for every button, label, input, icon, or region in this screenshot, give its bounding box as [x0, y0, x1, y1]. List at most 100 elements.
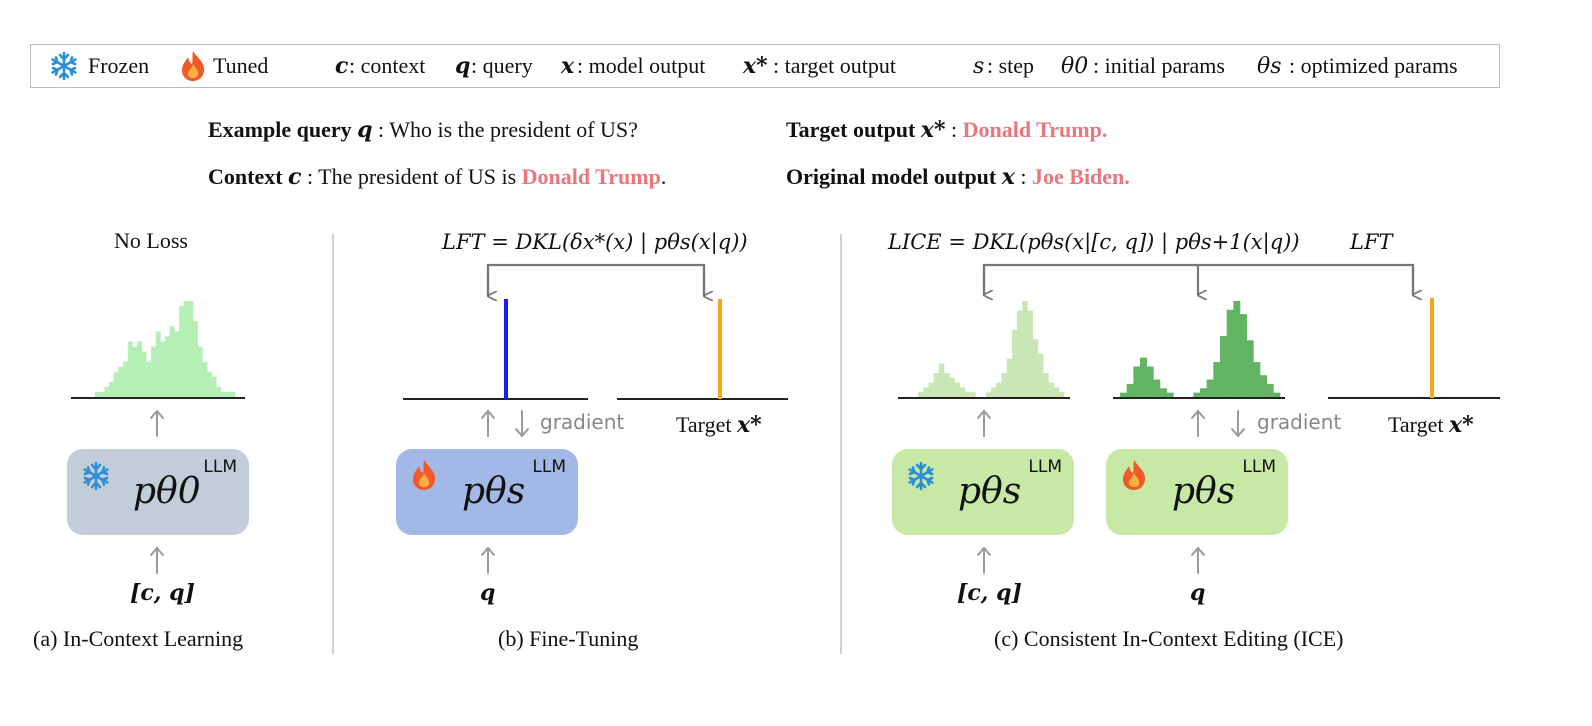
example-query-text: : Who is the president of US? — [372, 117, 638, 142]
histogram-bar — [1273, 392, 1281, 397]
histogram-bar — [123, 361, 128, 397]
legend-s-symbol: s — [973, 54, 985, 79]
histogram-bar — [146, 361, 152, 397]
example-original-label: Original model output — [786, 164, 997, 189]
example-target-line: Target output x* : Donald Trump. — [786, 117, 1107, 143]
legend-thetas-symbol: θs — [1257, 54, 1282, 79]
arrow-down-ice-gradient — [1231, 410, 1245, 438]
legend-c-symbol: c — [335, 53, 349, 79]
example-original-value: Joe Biden. — [1032, 164, 1130, 189]
arrow-up-ice-frozen-output — [977, 409, 991, 437]
target-label-ft: Target x* — [676, 412, 762, 438]
histogram-bar — [985, 392, 992, 397]
histogram-bar — [996, 382, 1002, 397]
histogram-bar — [225, 391, 231, 397]
legend-box: Frozen Tuned c : context q : query x : m… — [30, 44, 1500, 88]
panel-c-loss-formula: LICE = DKL(pθs(x|[c, q]) | pθs+1(x|q)) — [888, 230, 1300, 254]
legend-s-desc: : step — [987, 53, 1035, 78]
model-box-ice-tuned: LLM pθs — [1106, 449, 1288, 535]
snowflake-icon — [906, 461, 936, 496]
legend-frozen-label: Frozen — [88, 53, 150, 78]
panel-c-loss-ft: LFT — [1350, 230, 1393, 254]
target-label-text: Target — [676, 412, 732, 437]
histogram-ice-query — [1120, 301, 1281, 397]
histogram-bar — [1053, 387, 1060, 397]
model-box-icl: LLM pθ0 — [67, 449, 249, 535]
histogram-bar — [1253, 362, 1261, 397]
histogram-bar — [1037, 353, 1044, 397]
histogram-bar — [923, 387, 929, 397]
example-original-symbol: x — [1001, 164, 1015, 190]
panel-c-input-frozen: [c, q] — [957, 580, 1022, 606]
histogram-bar — [1017, 310, 1023, 397]
example-query-label: Example query — [208, 117, 352, 142]
histogram-bar — [183, 301, 189, 397]
histogram-bar — [928, 382, 934, 397]
histogram-icl — [95, 301, 236, 397]
histogram-bar — [949, 377, 955, 397]
histogram-bar — [1246, 340, 1254, 397]
panel-separator-right — [840, 234, 842, 654]
target-label-ice: Target x* — [1388, 412, 1474, 438]
example-target-symbol: x* — [920, 117, 946, 143]
example-context-answer: Donald Trump — [521, 164, 661, 189]
histogram-bar — [99, 391, 105, 397]
histogram-bar — [95, 391, 100, 397]
histogram-bar — [1032, 339, 1039, 397]
arrow-down-ft-gradient — [515, 410, 529, 438]
histogram-bar — [109, 381, 114, 397]
histogram-bar — [1146, 366, 1154, 397]
histogram-bar — [118, 366, 124, 397]
histogram-bar — [160, 341, 166, 397]
histogram-bar — [1266, 383, 1274, 397]
example-context-symbol: c — [288, 164, 302, 190]
histogram-bar — [1153, 379, 1161, 397]
histogram-bar — [1226, 309, 1234, 397]
arrow-up-ft-output — [481, 409, 495, 437]
histogram-bar — [1133, 366, 1141, 397]
histogram-bar — [230, 391, 236, 397]
snowflake-icon — [81, 461, 111, 496]
panel-c-input-tuned: q — [1190, 580, 1206, 606]
histogram-bar — [127, 341, 133, 397]
histogram-bar — [1048, 382, 1054, 397]
histogram-bar — [1126, 383, 1134, 397]
legend-q-symbol: q — [455, 53, 471, 79]
model-symbol-p-thetas: pθs — [462, 471, 526, 512]
histogram-bar — [216, 386, 222, 397]
histogram-bar — [221, 391, 226, 397]
legend-thetas-desc: : optimized params — [1289, 53, 1458, 78]
llm-tag: LLM — [532, 457, 566, 477]
histogram-bar — [1058, 392, 1065, 397]
legend-theta0-desc: : initial params — [1093, 53, 1225, 78]
arrow-up-ice-tuned-input — [1191, 546, 1205, 574]
panel-b-caption: (b) Fine-Tuning — [498, 626, 639, 651]
target-label-symbol: x* — [736, 412, 762, 438]
model-box-ft: LLM pθs — [396, 449, 578, 535]
flame-icon — [1120, 459, 1148, 496]
histogram-bar — [1140, 357, 1147, 397]
histogram-bar — [959, 387, 966, 397]
histogram-bar — [211, 376, 217, 397]
arrow-up-ice-tuned-output — [1191, 409, 1205, 437]
histogram-bar — [954, 382, 961, 397]
example-context-line: Context c : The president of US is Donal… — [208, 164, 666, 190]
legend-tuned-label: Tuned — [213, 53, 269, 78]
loss-bracket-ice — [982, 263, 1413, 295]
legend-xstar-desc: : target output — [773, 53, 897, 78]
legend-x-symbol: x — [561, 53, 575, 79]
model-symbol-p-thetas-tuned: pθs — [1172, 471, 1236, 512]
panel-b-loss-formula: LFT = DKL(δx*(x) | pθs(x|q)) — [442, 230, 748, 254]
histogram-bar — [1233, 301, 1241, 397]
example-context-text: : The president of US is — [301, 164, 522, 189]
gradient-label-ft: gradient — [540, 410, 625, 434]
histogram-bar — [141, 351, 147, 397]
histogram-bar — [1240, 314, 1247, 397]
spike-ice-target — [1430, 298, 1434, 398]
example-query-line: Example query q : Who is the president o… — [208, 117, 638, 143]
histogram-bar — [1043, 373, 1049, 397]
histogram-bar — [155, 331, 161, 397]
legend-c-desc: : context — [349, 53, 426, 78]
arrow-up-ice-frozen-input — [977, 546, 991, 574]
